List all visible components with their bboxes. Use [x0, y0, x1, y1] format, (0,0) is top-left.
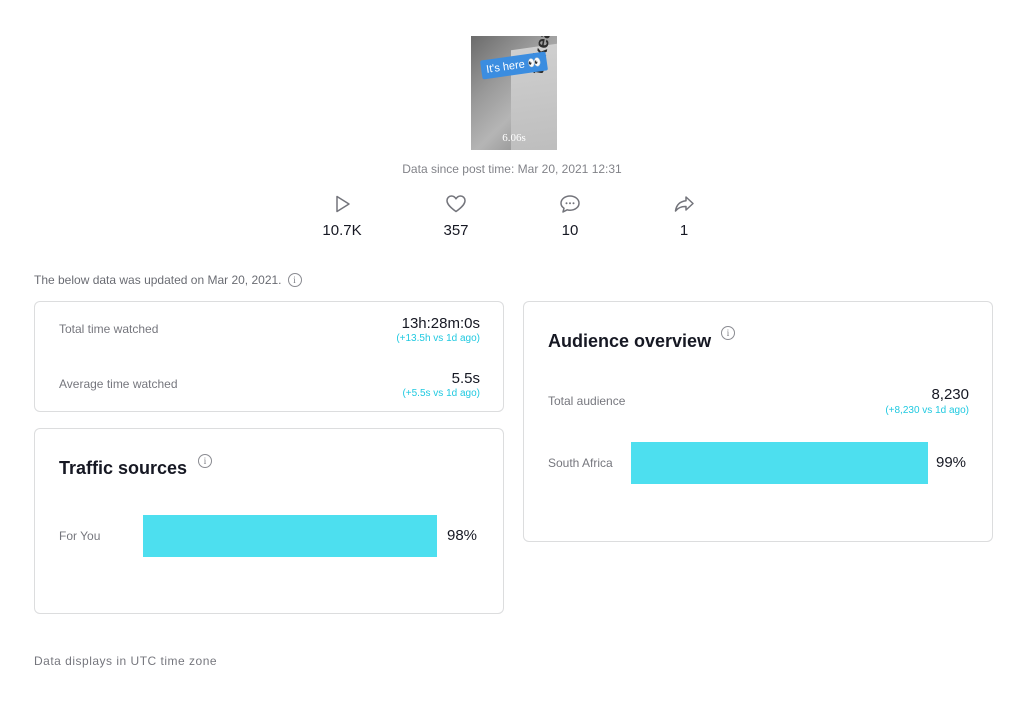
video-duration: 6.06s: [502, 132, 526, 144]
total-audience-delta: (+8,230 vs 1d ago): [885, 405, 969, 416]
traffic-sources-card: Traffic sources i For You 98%: [34, 428, 504, 614]
total-audience-value: 8,230: [931, 386, 969, 403]
stat-views: 10.7K: [302, 194, 382, 239]
audience-info-icon[interactable]: i: [721, 326, 735, 340]
video-thumbnail[interactable]: takea It's here 👀 6.06s: [471, 36, 557, 150]
comments-count: 10: [561, 222, 579, 239]
traffic-info-icon[interactable]: i: [198, 454, 212, 468]
traffic-sources-title: Traffic sources: [59, 458, 188, 478]
region-percent: 99%: [936, 454, 967, 471]
info-icon[interactable]: i: [287, 273, 302, 287]
heart-icon: [446, 195, 466, 213]
total-audience-label: Total audience: [548, 394, 626, 408]
total-time-label: Total time watched: [59, 322, 159, 336]
audience-overview-card: Audience overview i Total audience 8,230…: [523, 301, 993, 542]
region-label: South Africa: [548, 456, 613, 470]
views-count: 10.7K: [322, 222, 362, 239]
traffic-source-label: For You: [59, 529, 101, 543]
avg-time-value: 5.5s: [451, 370, 480, 387]
comment-icon: [560, 195, 580, 213]
stat-likes: 357: [416, 194, 496, 239]
audience-overview-title: Audience overview: [548, 331, 712, 351]
region-bar: [631, 442, 928, 484]
avg-time-label: Average time watched: [59, 377, 178, 391]
likes-count: 357: [443, 222, 469, 239]
traffic-source-percent: 98%: [447, 527, 478, 544]
play-icon: [336, 195, 350, 213]
watch-time-card: Total time watched 13h:28m:0s (+13.5h vs…: [34, 301, 504, 412]
traffic-source-bar: [143, 515, 437, 557]
shares-count: 1: [679, 222, 689, 239]
total-time-value: 13h:28m:0s: [401, 315, 480, 332]
stat-shares: 1: [644, 194, 724, 239]
total-time-delta: (+13.5h vs 1d ago): [396, 333, 480, 344]
stat-comments: 10: [530, 194, 610, 239]
data-since-text: Data since post time: Mar 20, 2021 12:31: [402, 162, 622, 176]
updated-text: The below data was updated on Mar 20, 20…: [34, 273, 282, 287]
avg-time-delta: (+5.5s vs 1d ago): [402, 388, 480, 399]
updated-notice: The below data was updated on Mar 20, 20…: [34, 273, 302, 287]
timezone-footer: Data displays in UTC time zone: [34, 654, 218, 668]
share-icon: [674, 196, 694, 212]
